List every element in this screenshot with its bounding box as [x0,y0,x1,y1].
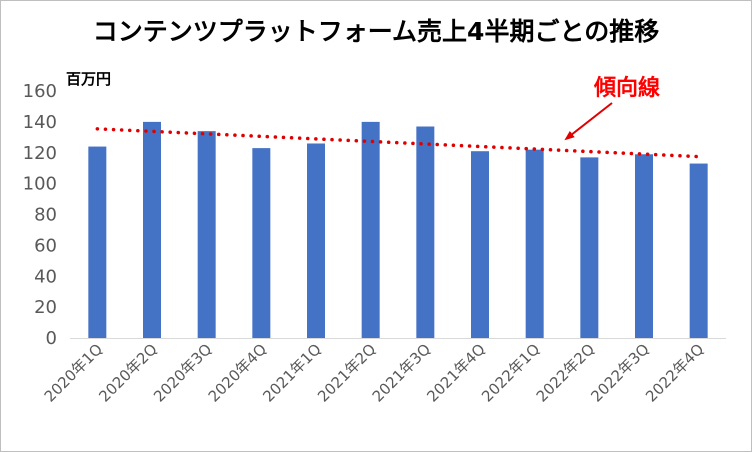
bar [689,163,708,338]
bar [361,121,380,338]
bar [307,143,325,338]
x-tick-label: 2020年1Q [41,340,106,405]
bar [88,146,107,338]
x-axis-labels: 2020年1Q2020年2Q2020年3Q2020年4Q2021年1Q2021年… [41,340,708,405]
x-tick-label: 2022年4Q [642,340,707,405]
x-tick-label: 2020年2Q [95,340,160,405]
y-axis-ticks: 0 20 40 60 80 100 120 140 160 [23,81,57,349]
bar [635,154,653,338]
x-tick-label: 2020年4Q [205,340,270,405]
trendline-annotation-label: 傾向線 [594,76,661,101]
bar [416,126,435,338]
x-tick-label: 2021年1Q [259,340,324,405]
y-tick-label: 120 [23,143,57,164]
y-tick-label: 160 [23,81,57,102]
annotation-arrow [564,102,613,141]
y-tick-label: 60 [34,235,57,256]
bar [252,148,271,338]
x-tick-label: 2021年4Q [423,340,488,405]
y-tick-label: 20 [34,297,57,318]
x-tick-label: 2022年1Q [478,340,543,405]
trendline [95,127,701,159]
bar [525,149,544,338]
y-axis-unit-label: 百万円 [66,70,112,88]
bar [580,157,599,338]
bar [143,121,161,338]
x-tick-label: 2021年2Q [314,340,379,405]
bar [197,131,216,338]
chart-title: コンテンツプラットフォーム売上4半期ごとの推移 [92,17,660,46]
bars [88,121,708,338]
bar [471,151,489,338]
y-tick-label: 0 [46,328,57,349]
y-tick-label: 140 [23,112,57,133]
x-tick-label: 2022年3Q [587,340,652,405]
y-tick-label: 100 [23,174,57,195]
x-tick-label: 2020年3Q [150,340,215,405]
x-tick-label: 2021年3Q [369,340,434,405]
x-tick-label: 2022年2Q [533,340,598,405]
y-tick-label: 40 [34,266,57,287]
y-tick-label: 80 [34,205,57,226]
